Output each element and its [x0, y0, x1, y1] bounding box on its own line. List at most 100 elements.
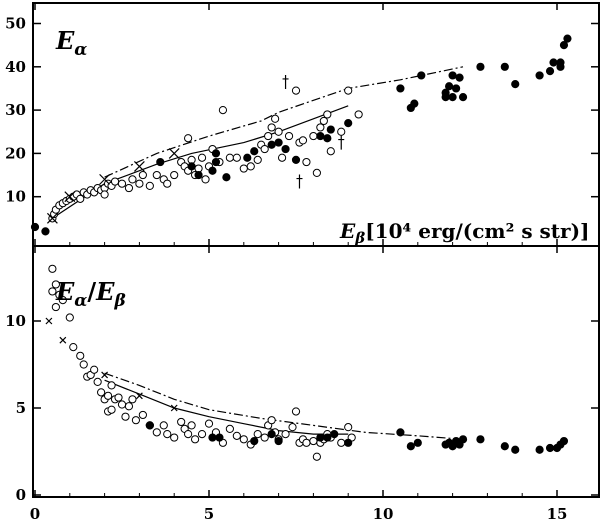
open-circle-point: [284, 131, 294, 141]
filled-circle-point: [448, 93, 457, 102]
cross-point: [64, 191, 76, 203]
filled-circle-point: [323, 433, 332, 442]
open-circle-point: [267, 123, 276, 132]
open-circle-point: [260, 144, 269, 154]
filled-circle-point: [250, 147, 259, 156]
open-circle-point: [344, 86, 353, 95]
open-circle-point: [76, 194, 85, 203]
x-tick-label: 0: [30, 505, 40, 523]
filled-circle-point: [323, 134, 332, 143]
open-circle-point: [100, 190, 109, 199]
open-circle-point: [58, 296, 67, 305]
cross-point: [46, 212, 58, 224]
open-circle-point: [163, 179, 172, 188]
open-circle-point: [145, 181, 154, 190]
bottom-curve-solid: [104, 379, 349, 435]
open-circle-point: [76, 351, 85, 360]
filled-circle-point: [441, 93, 450, 102]
top-y-tick-label: 20: [5, 144, 26, 162]
filled-circle-point: [267, 430, 276, 439]
filled-circle-point: [316, 433, 325, 442]
cross-point: [133, 160, 145, 172]
open-circle-point: [197, 153, 207, 162]
open-circle-point: [152, 170, 161, 180]
cross-point: [101, 371, 109, 379]
filled-circle-point: [549, 58, 558, 67]
filled-circle-point: [344, 118, 353, 128]
open-circle-point: [107, 381, 116, 390]
filled-circle-point: [267, 140, 276, 149]
open-circle-point: [201, 175, 210, 184]
filled-circle-point: [448, 71, 457, 80]
open-circle-point: [302, 438, 311, 447]
open-circle-point: [309, 436, 318, 446]
open-circle-point: [103, 391, 113, 400]
dagger-point: [296, 174, 303, 189]
open-circle-point: [309, 131, 318, 141]
filled-circle-point: [326, 125, 335, 134]
open-circle-point: [190, 435, 200, 444]
filled-circle-point: [445, 82, 454, 91]
open-circle-point: [267, 416, 276, 425]
cross-point: [99, 173, 111, 185]
open-circle-point: [253, 430, 262, 439]
bottom-points: [45, 264, 569, 461]
open-circle-point: [121, 412, 130, 421]
filled-circle-point: [274, 436, 283, 446]
bottom-ticks: 0 5 10 15 0 5 10: [5, 246, 599, 523]
open-circle-point: [107, 405, 116, 414]
bottom-panel: 0 5 10 15 0 5 10 Eα/Eβ: [5, 245, 600, 523]
top-y-tick-label: 50: [5, 15, 26, 33]
filled-circle-point: [559, 41, 569, 50]
filled-circle-point: [476, 62, 485, 71]
open-circle-point: [117, 179, 127, 188]
open-circle-point: [225, 424, 234, 433]
filled-circle-point: [417, 71, 426, 80]
open-circle-point: [79, 360, 88, 369]
filled-circle-point: [250, 436, 259, 446]
filled-circle-point: [556, 58, 565, 67]
open-circle-point: [51, 280, 60, 289]
open-circle-point: [337, 438, 346, 447]
x-tick-label: 15: [547, 505, 568, 523]
filled-circle-point: [410, 99, 419, 108]
open-circle-point: [232, 431, 241, 440]
filled-circle-point: [211, 149, 221, 158]
filled-circle-point: [243, 153, 252, 162]
filled-circle-point: [406, 442, 415, 451]
filled-circle-point: [330, 430, 339, 439]
open-circle-point: [159, 421, 168, 430]
bottom-panel-frame: [32, 245, 600, 498]
open-circle-point: [124, 402, 134, 411]
dagger-point: [282, 74, 289, 89]
filled-circle-point: [316, 131, 325, 141]
open-circle-point: [184, 430, 193, 439]
filled-circle-point: [291, 155, 301, 164]
open-circle-point: [344, 423, 353, 432]
bottom-y-tick-label: 10: [5, 312, 26, 330]
open-circle-point: [218, 106, 228, 115]
open-circle-point: [316, 123, 325, 132]
open-circle-point: [239, 435, 248, 444]
open-circle-point: [93, 377, 102, 386]
open-circle-point: [288, 423, 297, 432]
filled-circle-point: [211, 157, 221, 167]
open-circle-point: [170, 170, 179, 180]
filled-circle-point: [458, 435, 468, 444]
open-circle-point: [152, 428, 161, 437]
filled-circle-point: [500, 442, 509, 451]
bottom-y-tick-label: 5: [16, 399, 26, 417]
top-y-tick-label: 10: [5, 188, 26, 206]
open-circle-point: [48, 264, 57, 273]
open-circle-point: [65, 313, 74, 322]
open-circle-point: [264, 131, 273, 141]
cross-point: [59, 336, 67, 344]
open-circle-point: [239, 164, 248, 173]
top-panel-frame: [32, 2, 600, 247]
filled-circle-point: [545, 67, 555, 76]
open-circle-point: [312, 168, 321, 177]
filled-circle-point: [511, 445, 520, 454]
top-curve-dash-dot: [104, 66, 464, 178]
filled-circle-point: [281, 144, 290, 154]
